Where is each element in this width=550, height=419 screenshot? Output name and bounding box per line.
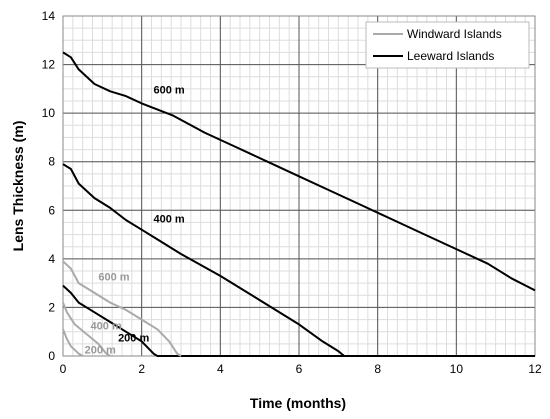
curve-label: 600 m (153, 85, 184, 97)
legend-box (365, 21, 530, 69)
x-tick-label: 4 (217, 362, 224, 376)
series-line-windward-400m (62, 302, 111, 357)
series-line-windward-200m (62, 328, 84, 357)
x-tick-label: 6 (296, 362, 303, 376)
x-tick-label: 2 (138, 362, 145, 376)
y-tick-labels: 0 2 4 6 8 10 12 14 (42, 9, 56, 363)
series-layer (62, 51, 536, 357)
y-tick-label: 8 (48, 155, 55, 169)
curve-label: 400 m (153, 213, 184, 225)
x-tick-label: 8 (374, 362, 381, 376)
legend-label-leeward: Leeward Islands (407, 49, 494, 63)
y-axis-title: Lens Thickness (m) (10, 121, 26, 252)
curve-label: 200 m (118, 332, 149, 344)
legend: Windward Islands Leeward Islands (365, 21, 530, 69)
y-tick-label: 12 (42, 58, 56, 72)
curve-label: 600 m (98, 272, 129, 284)
curve-label: 400 m (91, 320, 122, 332)
series-line-windward-600m (62, 260, 182, 357)
y-tick-label: 0 (48, 349, 55, 363)
x-tick-label: 10 (450, 362, 464, 376)
y-tick-label: 2 (48, 300, 55, 314)
legend-label-windward: Windward Islands (407, 27, 502, 41)
series-line-leeward-200m (62, 284, 535, 357)
x-tick-labels: 0 2 4 6 8 10 12 (60, 362, 542, 376)
curve-label: 200 m (85, 345, 116, 357)
x-axis-title: Time (months) (250, 395, 346, 411)
x-tick-label: 12 (528, 362, 542, 376)
y-tick-label: 4 (48, 252, 55, 266)
series-line-leeward-400m (62, 163, 535, 357)
x-tick-label: 0 (60, 362, 67, 376)
y-tick-label: 14 (42, 9, 56, 23)
series-line-leeward-600m (62, 51, 536, 292)
y-tick-label: 10 (42, 106, 56, 120)
y-tick-label: 6 (48, 203, 55, 217)
